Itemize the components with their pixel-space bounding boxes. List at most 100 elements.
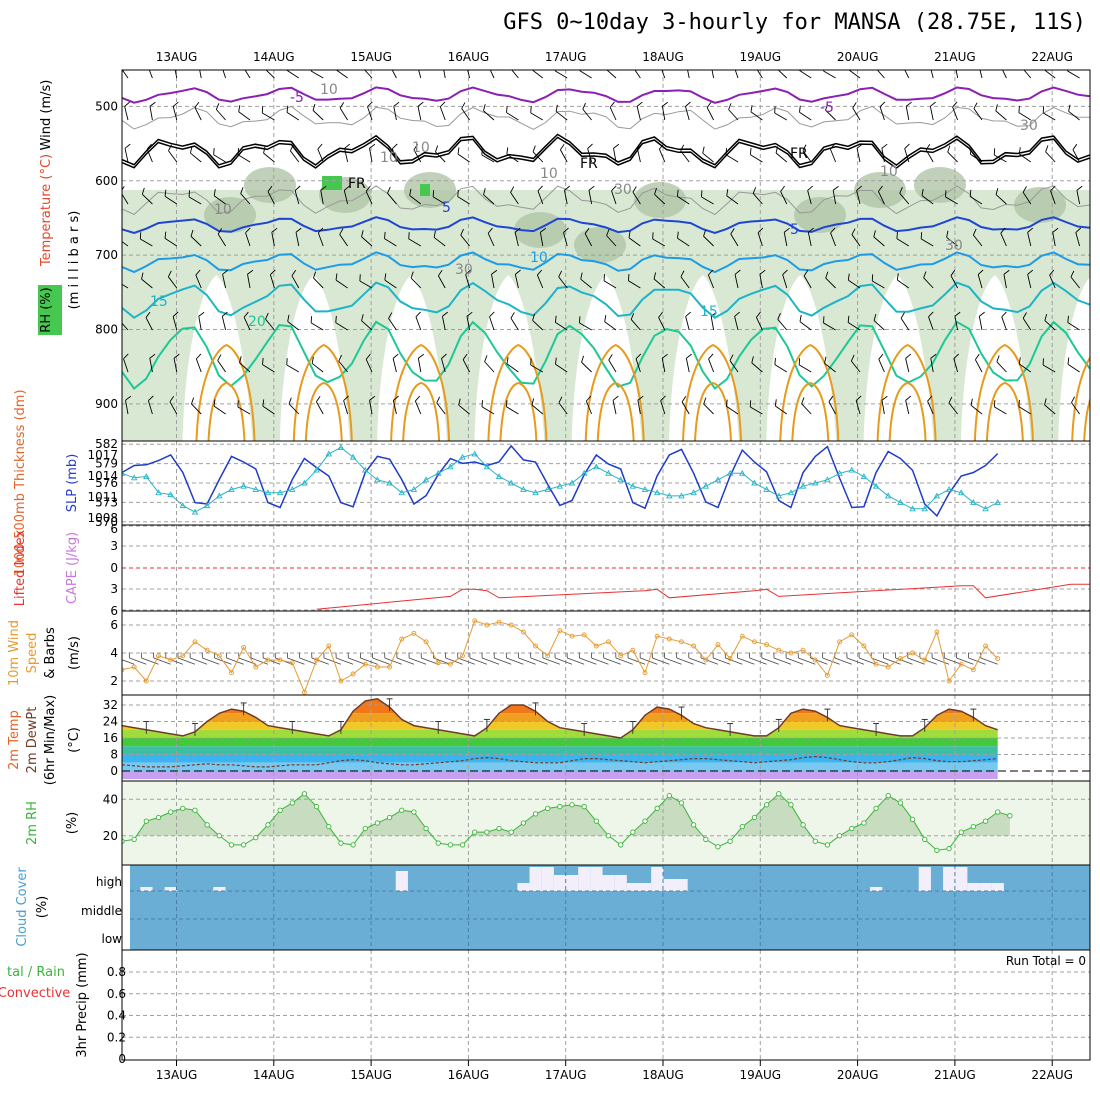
barb-staff [799, 111, 812, 121]
barb-staff [588, 190, 593, 205]
wind-barb [710, 70, 715, 79]
barb-staff [1003, 274, 1007, 289]
rh2m-point [374, 820, 381, 826]
barb-staff [563, 232, 568, 247]
wind-speed-point [703, 657, 709, 663]
wind-speed-point [496, 619, 502, 625]
temp-band [122, 746, 998, 755]
barb-flag [995, 104, 998, 111]
barb-flag [973, 102, 978, 109]
wind-speed-point [460, 653, 465, 659]
barb-staff [433, 237, 446, 247]
wind-barb [757, 227, 764, 247]
barb-staff [323, 657, 342, 665]
rh2m-point [216, 833, 222, 839]
barb-flag [245, 227, 251, 234]
barb-staff [635, 358, 641, 373]
barb-staff [904, 148, 910, 163]
wind-barb [856, 143, 863, 163]
barb-flag [487, 227, 493, 234]
barb-staff [439, 106, 446, 121]
barb-flag [847, 273, 850, 281]
barb-staff [141, 278, 153, 289]
barb-flag [1044, 313, 1048, 321]
surface-wind-barb [311, 652, 329, 665]
barb-flag [851, 228, 856, 235]
barb-flag [830, 227, 836, 234]
barb-staff [147, 400, 153, 415]
barb-staff [531, 404, 544, 415]
barb-staff [750, 111, 763, 121]
barb-flag [663, 652, 665, 659]
barb-flag [288, 397, 292, 405]
barb-staff [710, 316, 715, 331]
thickness-axis-label: 1000-500mb Thickness (dm) [13, 389, 28, 576]
barb-flag [457, 147, 460, 155]
wind-speed-point [508, 622, 514, 628]
barb-staff [905, 106, 910, 121]
barb-flag [584, 227, 590, 234]
barb-flag [189, 146, 193, 154]
wind-barb [954, 70, 959, 79]
barb-staff [461, 108, 470, 121]
wind-speed-point [849, 632, 855, 638]
barb-staff [384, 657, 402, 665]
barb-flag [1049, 269, 1055, 276]
cloud-level-label: high [96, 875, 122, 889]
barb-flag [613, 143, 620, 149]
surface-wind-barb [493, 652, 512, 665]
barb-staff [999, 70, 1007, 79]
barb-flag [359, 274, 361, 282]
cloud-bar [955, 867, 968, 891]
barb-staff [850, 360, 861, 373]
wind-barb [852, 102, 861, 121]
barb-staff [237, 406, 251, 415]
thickness-point [228, 486, 235, 492]
barb-flag [581, 355, 585, 363]
contour-label: 10 [380, 150, 398, 166]
wind-barb [387, 186, 397, 205]
contour-label: 10 [530, 250, 548, 266]
wind-barb [1018, 399, 1032, 415]
wind-barb [1076, 185, 1083, 205]
barb-flag [418, 353, 425, 359]
slp-line [122, 444, 999, 518]
wind-barb [708, 353, 715, 373]
surface-wind-barb [797, 652, 816, 665]
wind-barb [265, 312, 275, 331]
barb-flag [780, 185, 785, 192]
barb-staff [636, 148, 641, 163]
thickness-point [447, 463, 454, 470]
wind-barb [706, 101, 714, 121]
barb-staff [807, 232, 812, 247]
wind-barb [294, 185, 301, 205]
barb-flag [124, 101, 131, 107]
barb-flag [365, 185, 371, 192]
barb-staff [652, 238, 666, 247]
barb-flag [632, 186, 637, 193]
barb-staff [242, 70, 251, 79]
barb-staff [146, 70, 153, 79]
barb-flag [680, 144, 685, 152]
rh2m-point [703, 836, 709, 843]
wind-barb [190, 229, 202, 247]
barb-staff [491, 274, 495, 289]
surface-wind-barb [469, 652, 488, 665]
barb-flag [531, 398, 535, 406]
wind-barb [457, 189, 470, 205]
wind-barb [680, 144, 690, 163]
wind-barb [262, 399, 275, 415]
wind-barb [677, 231, 690, 247]
barb-staff [1043, 70, 1056, 79]
cloud-level-label: middle [81, 904, 122, 918]
barb-flag [195, 353, 202, 360]
wind-barb [807, 185, 813, 205]
wind-barb [752, 187, 763, 205]
rh2m-point [958, 829, 964, 835]
wind-barb [680, 270, 690, 289]
wind-barb [823, 316, 836, 331]
barb-staff [828, 401, 836, 415]
barb-flag [554, 315, 557, 323]
wind-barb [904, 143, 910, 163]
thickness-point [970, 498, 977, 505]
